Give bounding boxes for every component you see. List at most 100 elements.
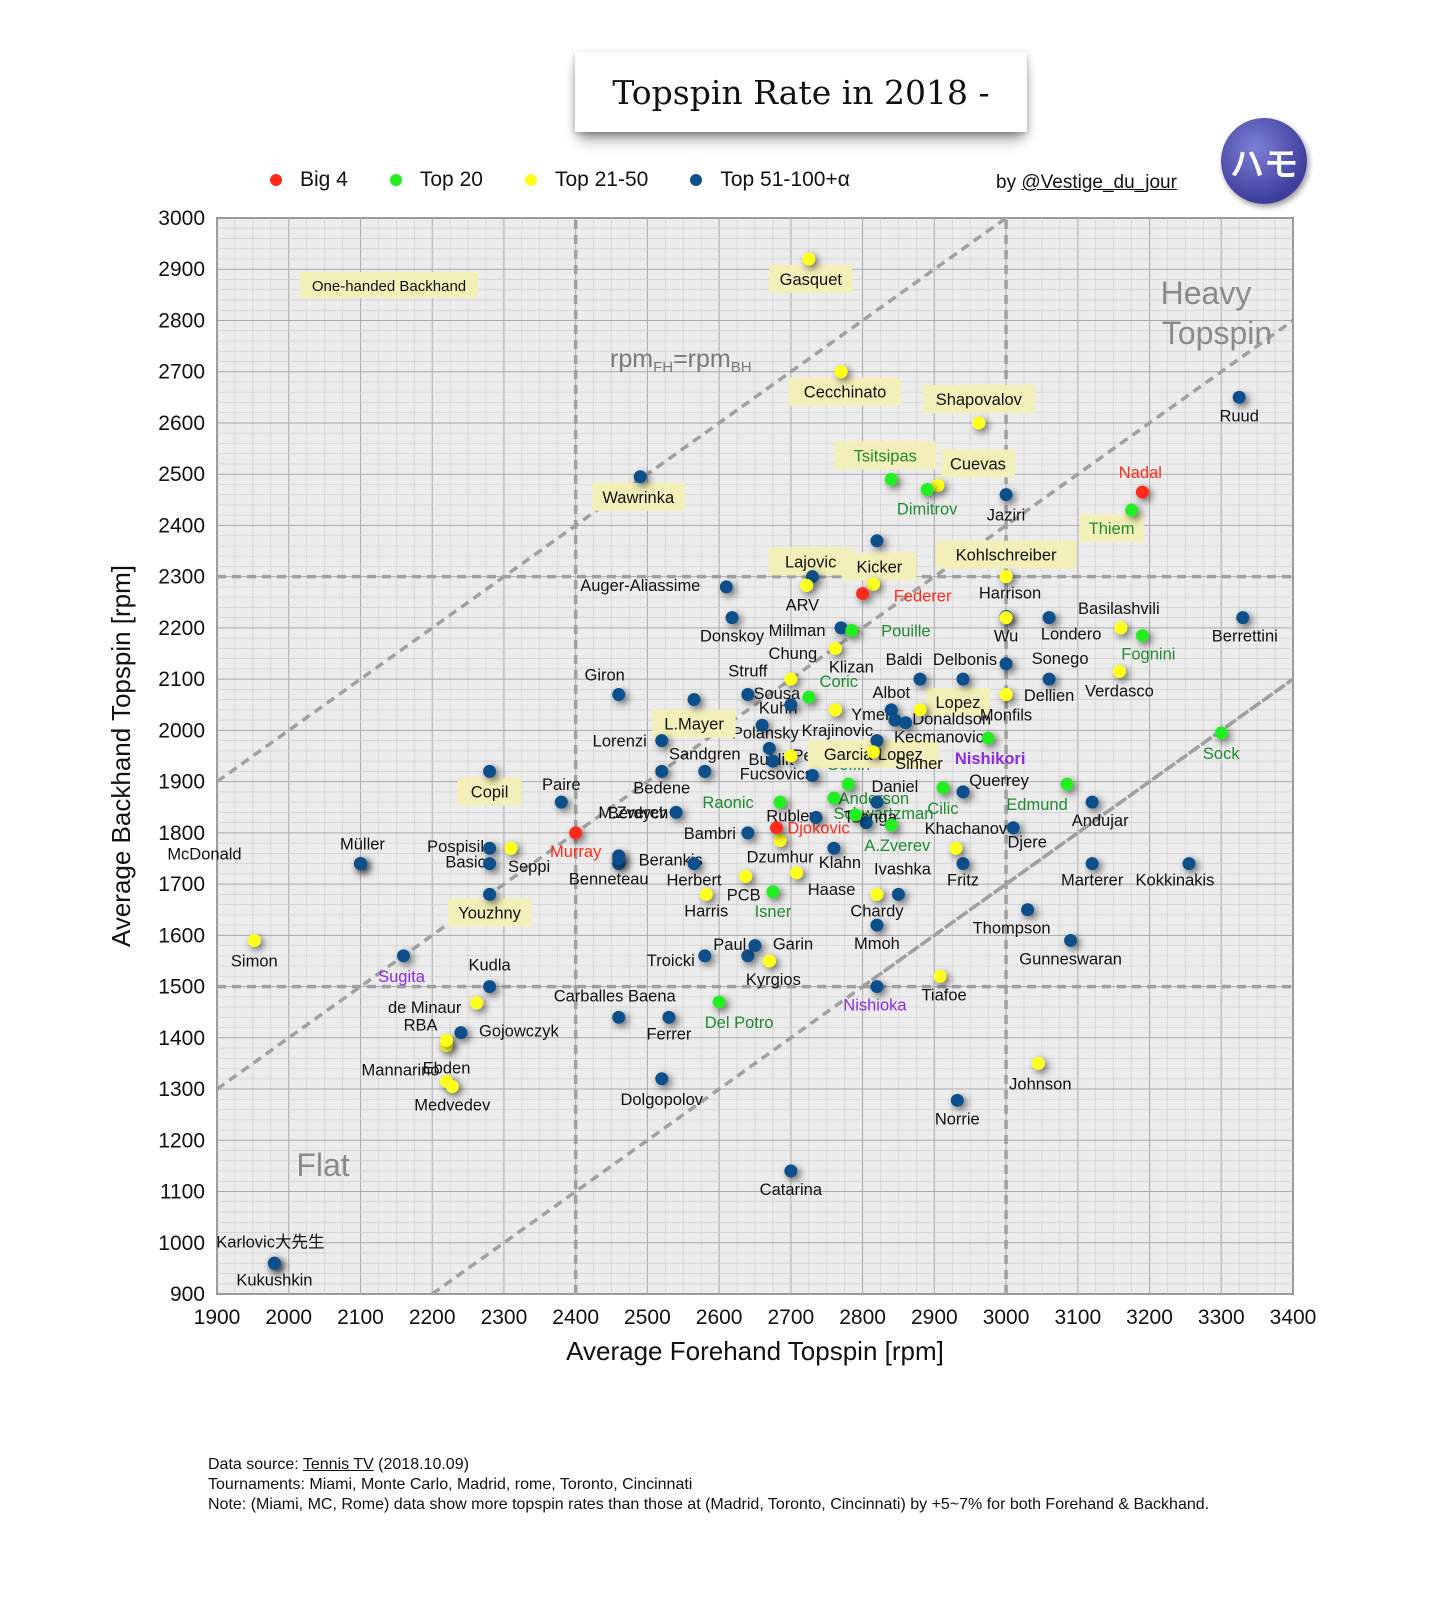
x-tick-label: 3200 — [1126, 1306, 1173, 1329]
legend-label: Top 20 — [419, 168, 483, 191]
x-tick-label: 2400 — [552, 1306, 599, 1329]
point-label: Johnson — [1009, 1075, 1071, 1093]
point-label: Chung — [769, 645, 818, 663]
point-label: Delbonis — [933, 651, 997, 669]
byline-handle[interactable]: @Vestige_du_jour — [1021, 172, 1177, 193]
data-point — [913, 703, 927, 717]
data-point — [669, 805, 683, 819]
data-source-prefix: Data source: — [208, 1456, 303, 1473]
y-tick-label: 1400 — [158, 1027, 205, 1050]
point-label: Isner — [755, 903, 792, 921]
point-label: Kicker — [856, 558, 902, 576]
point-label: Jaziri — [987, 507, 1026, 525]
point-label: Cuevas — [950, 455, 1006, 473]
data-point — [999, 688, 1013, 702]
point-label: Rublev — [766, 807, 818, 825]
data-point — [884, 703, 898, 717]
point-label: Wawrinka — [602, 489, 675, 507]
data-point — [766, 885, 780, 899]
point-label: Ivashka — [874, 860, 932, 878]
data-point — [866, 577, 880, 591]
tournaments-line: Tournaments: Miami, Monte Carlo, Madrid,… — [208, 1476, 693, 1493]
data-point — [999, 657, 1013, 671]
footer-notes: Data source: Tennis TV (2018.10.09) Tour… — [208, 1455, 1209, 1515]
point-label: Kudla — [468, 957, 511, 975]
x-tick-label: 2500 — [624, 1306, 671, 1329]
tennis-tv-link[interactable]: Tennis TV — [302, 1456, 374, 1473]
point-label: Daniel — [872, 778, 919, 796]
point-label: Mannarino — [362, 1061, 440, 1079]
heavy-label: Heavy — [1161, 275, 1252, 311]
byline-prefix: by — [996, 172, 1022, 193]
data-point — [784, 1164, 798, 1178]
data-point — [866, 745, 880, 759]
data-point — [504, 841, 518, 855]
point-label: Bedene — [633, 779, 690, 797]
point-label: Herbert — [667, 872, 722, 890]
data-point — [1232, 390, 1246, 404]
point-label: Gasquet — [780, 271, 843, 289]
data-point — [766, 754, 780, 768]
point-label: Kokkinakis — [1136, 872, 1215, 890]
point-label: Coric — [820, 673, 859, 691]
point-labels: Nadal Federer Djokovic Murray Tsitsipas Dimit… — [167, 264, 1278, 1289]
point-label: Sonego — [1032, 650, 1089, 668]
point-label: Baldi — [886, 651, 923, 669]
point-label: Gojowczyk — [479, 1023, 560, 1041]
one-handed-backhand-label: One-handed Backhand — [312, 278, 466, 295]
point-label: Basilashvili — [1078, 600, 1160, 618]
point-label: Thompson — [973, 920, 1051, 938]
point-label: Lorenzi — [593, 733, 647, 751]
data-point — [483, 764, 497, 778]
y-tick-label: 1300 — [158, 1078, 205, 1101]
data-point — [1085, 857, 1099, 871]
data-point — [483, 887, 497, 901]
point-label: Pospisil — [427, 838, 484, 856]
data-point — [247, 933, 261, 947]
point-label: Giron — [585, 667, 625, 685]
point-label: Klahn — [819, 854, 861, 872]
data-point — [784, 672, 798, 686]
point-label: Donskoy — [700, 628, 765, 646]
label-highlight — [652, 709, 736, 738]
point-label: Simon — [231, 952, 278, 970]
topspin-label: Topspin — [1162, 315, 1272, 351]
x-tick-label: 3100 — [1054, 1306, 1101, 1329]
point-label: Dolgopolov — [620, 1091, 703, 1109]
blue-dot-icon — [690, 174, 703, 186]
data-point — [999, 488, 1013, 502]
data-point — [845, 623, 859, 637]
data-point — [748, 939, 762, 953]
rpm-equality-label: rpmFH=rpmBH — [610, 345, 752, 376]
data-point — [784, 698, 798, 712]
data-point — [859, 816, 873, 830]
data-points — [247, 252, 1250, 1270]
point-label: Sock — [1203, 745, 1240, 763]
data-point — [699, 887, 713, 901]
data-point — [662, 1010, 676, 1024]
data-point — [470, 996, 484, 1010]
data-source-date: (2018.10.09) — [373, 1456, 469, 1473]
x-tick-label: 2700 — [768, 1306, 815, 1329]
point-label: Dzumhur — [747, 849, 814, 867]
data-point — [483, 980, 497, 994]
y-tick-label: 2600 — [158, 412, 205, 435]
data-point — [687, 693, 701, 707]
point-label: Djokovic — [787, 820, 849, 838]
point-label: Pouille — [881, 622, 931, 640]
point-label: Norrie — [935, 1110, 980, 1128]
point-label: Kukushkin — [236, 1271, 312, 1289]
y-axis-label: Average Backhand Topspin [rpm] — [106, 565, 136, 947]
y-tick-label: 2400 — [158, 514, 205, 537]
point-label: Kohlschreiber — [956, 547, 1057, 565]
y-tick-label: 1700 — [158, 873, 205, 896]
label-highlight — [457, 777, 522, 806]
point-label: Donaldson — [912, 711, 991, 729]
data-point — [445, 1079, 459, 1093]
point-label: Federer — [894, 588, 952, 606]
point-label: Paul — [713, 936, 746, 954]
x-tick-label: 2900 — [911, 1306, 958, 1329]
point-label: Ruud — [1219, 407, 1258, 425]
label-highlight — [922, 384, 1035, 413]
x-tick-label: 2000 — [265, 1306, 312, 1329]
